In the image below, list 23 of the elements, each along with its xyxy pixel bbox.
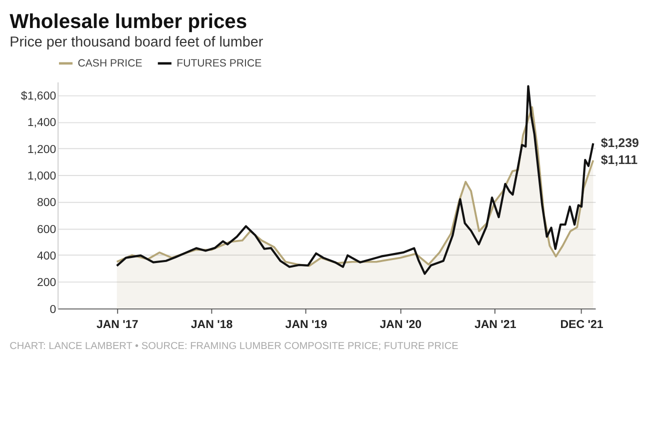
y-tick-label: 0	[50, 304, 56, 316]
y-tick-label: 1,000	[27, 170, 56, 182]
x-tick-label: JAN '17	[96, 319, 138, 332]
y-tick-label: 1,400	[27, 117, 56, 130]
y-tick-label: 200	[36, 277, 56, 290]
x-tick-label: DEC '21	[560, 319, 604, 332]
y-tick-label: 400	[36, 250, 56, 262]
chart-subtitle: Price per thousand board feet of lumber	[10, 34, 264, 50]
legend-label: FUTURES PRICE	[176, 57, 262, 70]
y-tick-label: 1,200	[27, 144, 56, 156]
text: CHART: LANCE LAMBERT • SOURCE: FRAMING LUMBER COMPOSITE PRICE; FUTURE PRICE	[10, 340, 459, 352]
y-tick-label: $1,600	[20, 90, 56, 103]
x-tick-label: JAN '21	[474, 319, 517, 332]
chart-title: Wholesale lumber prices	[10, 11, 248, 34]
y-tick-label: 800	[36, 197, 56, 210]
x-tick-label: JAN '19	[285, 319, 328, 332]
y-tick-label: 600	[36, 224, 56, 236]
legend-label: CASH PRICE	[78, 57, 142, 70]
x-tick-label: JAN '18	[190, 319, 234, 332]
x-tick-label: JAN '20	[380, 319, 422, 332]
line-series	[116, 85, 594, 275]
annotation: $1,111	[600, 153, 638, 168]
annotation: $1,239	[600, 136, 640, 150]
